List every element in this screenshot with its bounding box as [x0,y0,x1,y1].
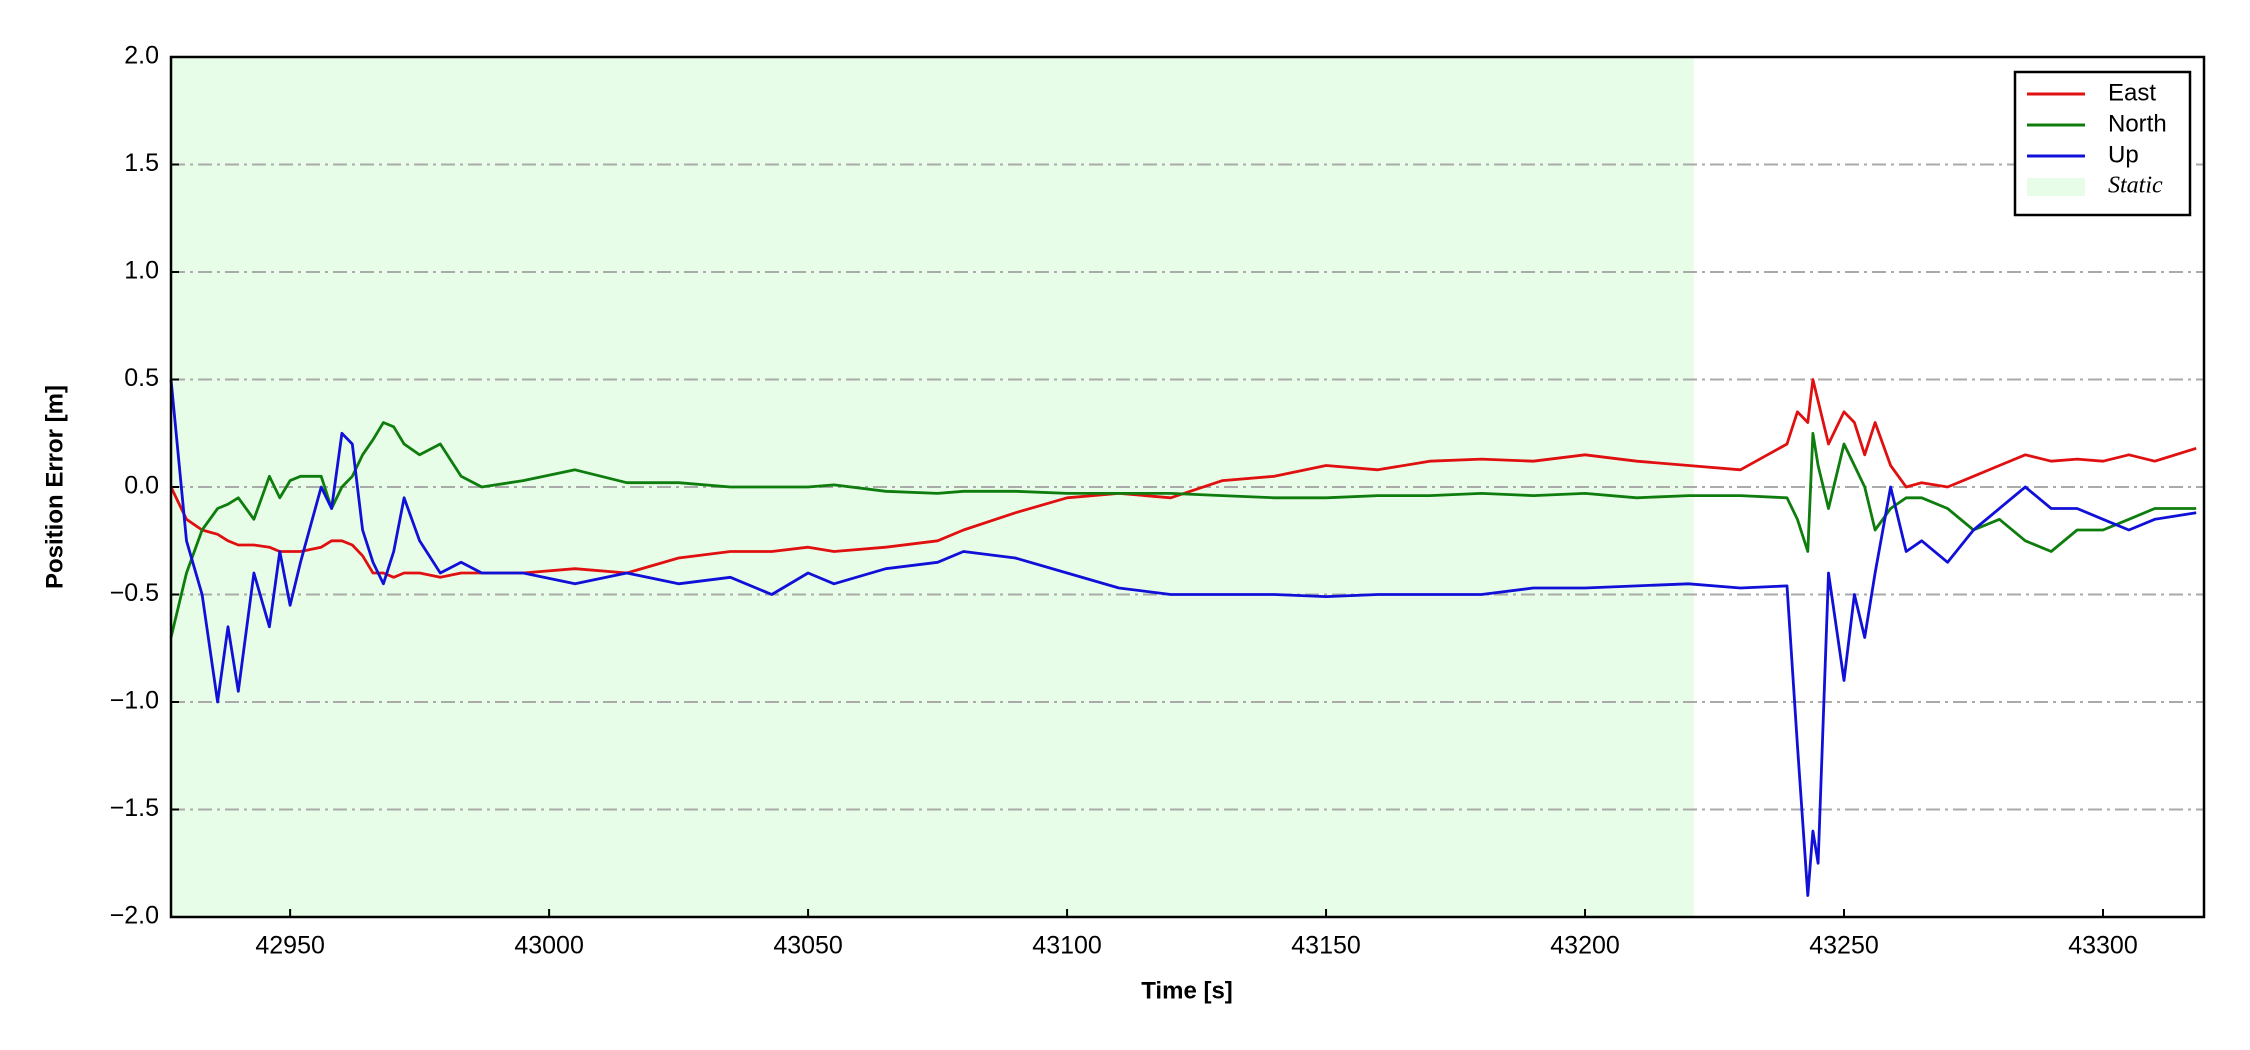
series-line [169,378,2197,579]
y-tick-label: 1.5 [124,149,159,177]
x-tick-label: 43100 [1032,932,1102,960]
y-tick-label: −0.5 [110,579,159,607]
y-tick-label: −1.0 [110,687,159,715]
y-tick-label: 0.0 [124,472,159,500]
y-tick-label: −1.5 [110,794,159,822]
legend-swatch [2027,178,2085,196]
plot-frame [169,55,2206,919]
y-tick-label: 0.5 [124,364,159,392]
x-tick-label: 43250 [1809,932,1879,960]
y-axis-label: Position Error [m] [41,385,68,589]
x-axis-label: Time [s] [1141,977,1233,1004]
x-tick-label: 42950 [255,932,325,960]
x-tick-label: 43300 [2068,932,2138,960]
legend-label: Static [2108,173,2163,199]
legend-label: North [2108,110,2167,137]
series-line [169,379,2197,897]
legend-label: Up [2108,141,2139,168]
x-tick-label: 43150 [1291,932,1361,960]
legend-label: East [2108,79,2156,106]
x-tick-label: 43200 [1550,932,1620,960]
legend: East North Up Static [2013,70,2192,217]
y-tick-label: 2.0 [124,42,159,70]
x-tick-label: 43050 [773,932,843,960]
x-tick-label: 43000 [514,932,584,960]
y-tick-label: 1.0 [124,257,159,285]
y-tick-label: −2.0 [110,902,159,930]
